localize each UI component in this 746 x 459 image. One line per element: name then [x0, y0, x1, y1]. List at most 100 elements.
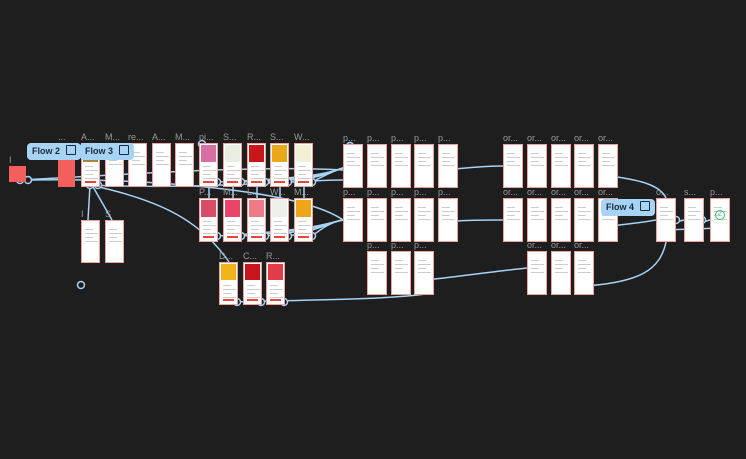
flow-starting-point-4[interactable]: Flow 4	[601, 199, 656, 216]
frame-label[interactable]: or...	[503, 133, 519, 143]
flow-starting-point-2[interactable]: Flow 2	[27, 143, 82, 160]
screen-frame[interactable]	[9, 166, 26, 182]
screen-frame[interactable]	[243, 262, 262, 305]
screen-frame[interactable]	[527, 251, 547, 295]
screen-frame[interactable]	[684, 198, 704, 242]
frame-label[interactable]: p...	[367, 133, 380, 143]
screen-frame[interactable]	[574, 144, 594, 188]
frame-label[interactable]: p...	[438, 133, 451, 143]
frame-label[interactable]: p...	[343, 133, 356, 143]
frame-label[interactable]: M...	[175, 132, 190, 142]
screen-frame[interactable]	[551, 251, 571, 295]
screen-frame[interactable]	[175, 143, 194, 187]
frame-label[interactable]: pi...	[199, 132, 214, 142]
frame-label[interactable]: p...	[367, 187, 380, 197]
frame-label[interactable]: s...	[684, 187, 697, 197]
frame-label[interactable]: M...	[294, 187, 309, 197]
screen-frame[interactable]	[152, 143, 171, 187]
frame-label[interactable]: p...	[391, 240, 404, 250]
frame-label[interactable]: p...	[391, 187, 404, 197]
frame-label[interactable]: or...	[598, 187, 614, 197]
screen-frame[interactable]	[574, 251, 594, 295]
frame-label[interactable]: I	[9, 155, 12, 165]
frame-label[interactable]: M...	[105, 132, 120, 142]
frame-label[interactable]: L...	[247, 187, 260, 197]
frame-label[interactable]: R...	[247, 132, 262, 142]
screen-frame[interactable]	[223, 198, 242, 242]
screen-frame[interactable]	[199, 143, 218, 187]
screen-frame[interactable]	[656, 198, 676, 242]
screen-frame[interactable]	[247, 143, 266, 187]
frame-label[interactable]: R...	[266, 251, 281, 261]
play-icon[interactable]	[640, 201, 651, 211]
frame-label[interactable]: re...	[128, 132, 144, 142]
frame-label[interactable]: A...	[81, 132, 95, 142]
frame-label[interactable]: p...	[414, 187, 427, 197]
screen-frame[interactable]	[219, 262, 238, 305]
screen-frame[interactable]	[527, 198, 547, 242]
frame-label[interactable]: or...	[551, 240, 567, 250]
frame-label[interactable]: A...	[152, 132, 166, 142]
frame-label[interactable]: D...	[219, 251, 234, 261]
screen-frame[interactable]	[438, 198, 458, 242]
screen-frame[interactable]	[223, 143, 242, 187]
frame-label[interactable]: P...	[199, 187, 212, 197]
frame-label[interactable]: p...	[343, 187, 356, 197]
screen-frame[interactable]	[367, 198, 387, 242]
screen-frame[interactable]	[503, 198, 523, 242]
screen-frame[interactable]	[574, 198, 594, 242]
screen-frame[interactable]	[199, 198, 218, 242]
screen-frame[interactable]	[294, 143, 313, 187]
frame-label[interactable]: or...	[574, 187, 590, 197]
screen-frame[interactable]	[105, 220, 124, 263]
frame-label[interactable]: M...	[223, 187, 238, 197]
screen-frame[interactable]	[503, 144, 523, 188]
screen-frame[interactable]	[551, 144, 571, 188]
screen-frame[interactable]	[527, 144, 547, 188]
frame-label[interactable]: or...	[574, 133, 590, 143]
screen-frame[interactable]	[367, 144, 387, 188]
frame-label[interactable]: W...	[294, 132, 310, 142]
frame-label[interactable]: or...	[551, 133, 567, 143]
screen-frame[interactable]	[710, 198, 730, 242]
frame-label[interactable]: or...	[574, 240, 590, 250]
screen-frame[interactable]	[391, 144, 411, 188]
frame-label[interactable]: or...	[598, 133, 614, 143]
frame-label[interactable]: or...	[527, 187, 543, 197]
frame-label[interactable]: p...	[414, 133, 427, 143]
screen-frame[interactable]	[270, 198, 289, 242]
frame-label[interactable]: C...	[243, 251, 258, 261]
frame-label[interactable]: o...	[656, 187, 669, 197]
frame-label[interactable]: p...	[367, 240, 380, 250]
screen-frame[interactable]	[414, 251, 434, 295]
flow-starting-point-3[interactable]: Flow 3	[80, 143, 135, 160]
connection-node[interactable]	[76, 280, 86, 290]
screen-frame[interactable]	[343, 198, 363, 242]
frame-label[interactable]: p...	[710, 187, 723, 197]
play-icon[interactable]	[66, 145, 77, 155]
frame-label[interactable]: or...	[551, 187, 567, 197]
play-icon[interactable]	[119, 145, 130, 155]
frame-label[interactable]: ...	[58, 132, 66, 142]
screen-frame[interactable]	[81, 220, 100, 263]
frame-label[interactable]: p...	[438, 187, 451, 197]
screen-frame[interactable]	[266, 262, 285, 305]
screen-frame[interactable]	[414, 144, 434, 188]
frame-label[interactable]: S...	[270, 132, 284, 142]
frame-label[interactable]: S...	[223, 132, 237, 142]
frame-label[interactable]: p...	[414, 240, 427, 250]
screen-frame[interactable]	[294, 198, 313, 242]
screen-frame[interactable]	[367, 251, 387, 295]
screen-frame[interactable]	[391, 198, 411, 242]
frame-label[interactable]: or...	[527, 133, 543, 143]
frame-label[interactable]: or...	[527, 240, 543, 250]
frame-label[interactable]: or...	[503, 187, 519, 197]
screen-frame[interactable]	[247, 198, 266, 242]
screen-frame[interactable]	[414, 198, 434, 242]
frame-label[interactable]: S	[105, 209, 112, 219]
frame-label[interactable]: W...	[270, 187, 286, 197]
screen-frame[interactable]	[391, 251, 411, 295]
screen-frame[interactable]	[551, 198, 571, 242]
screen-frame[interactable]	[270, 143, 289, 187]
screen-frame[interactable]	[438, 144, 458, 188]
